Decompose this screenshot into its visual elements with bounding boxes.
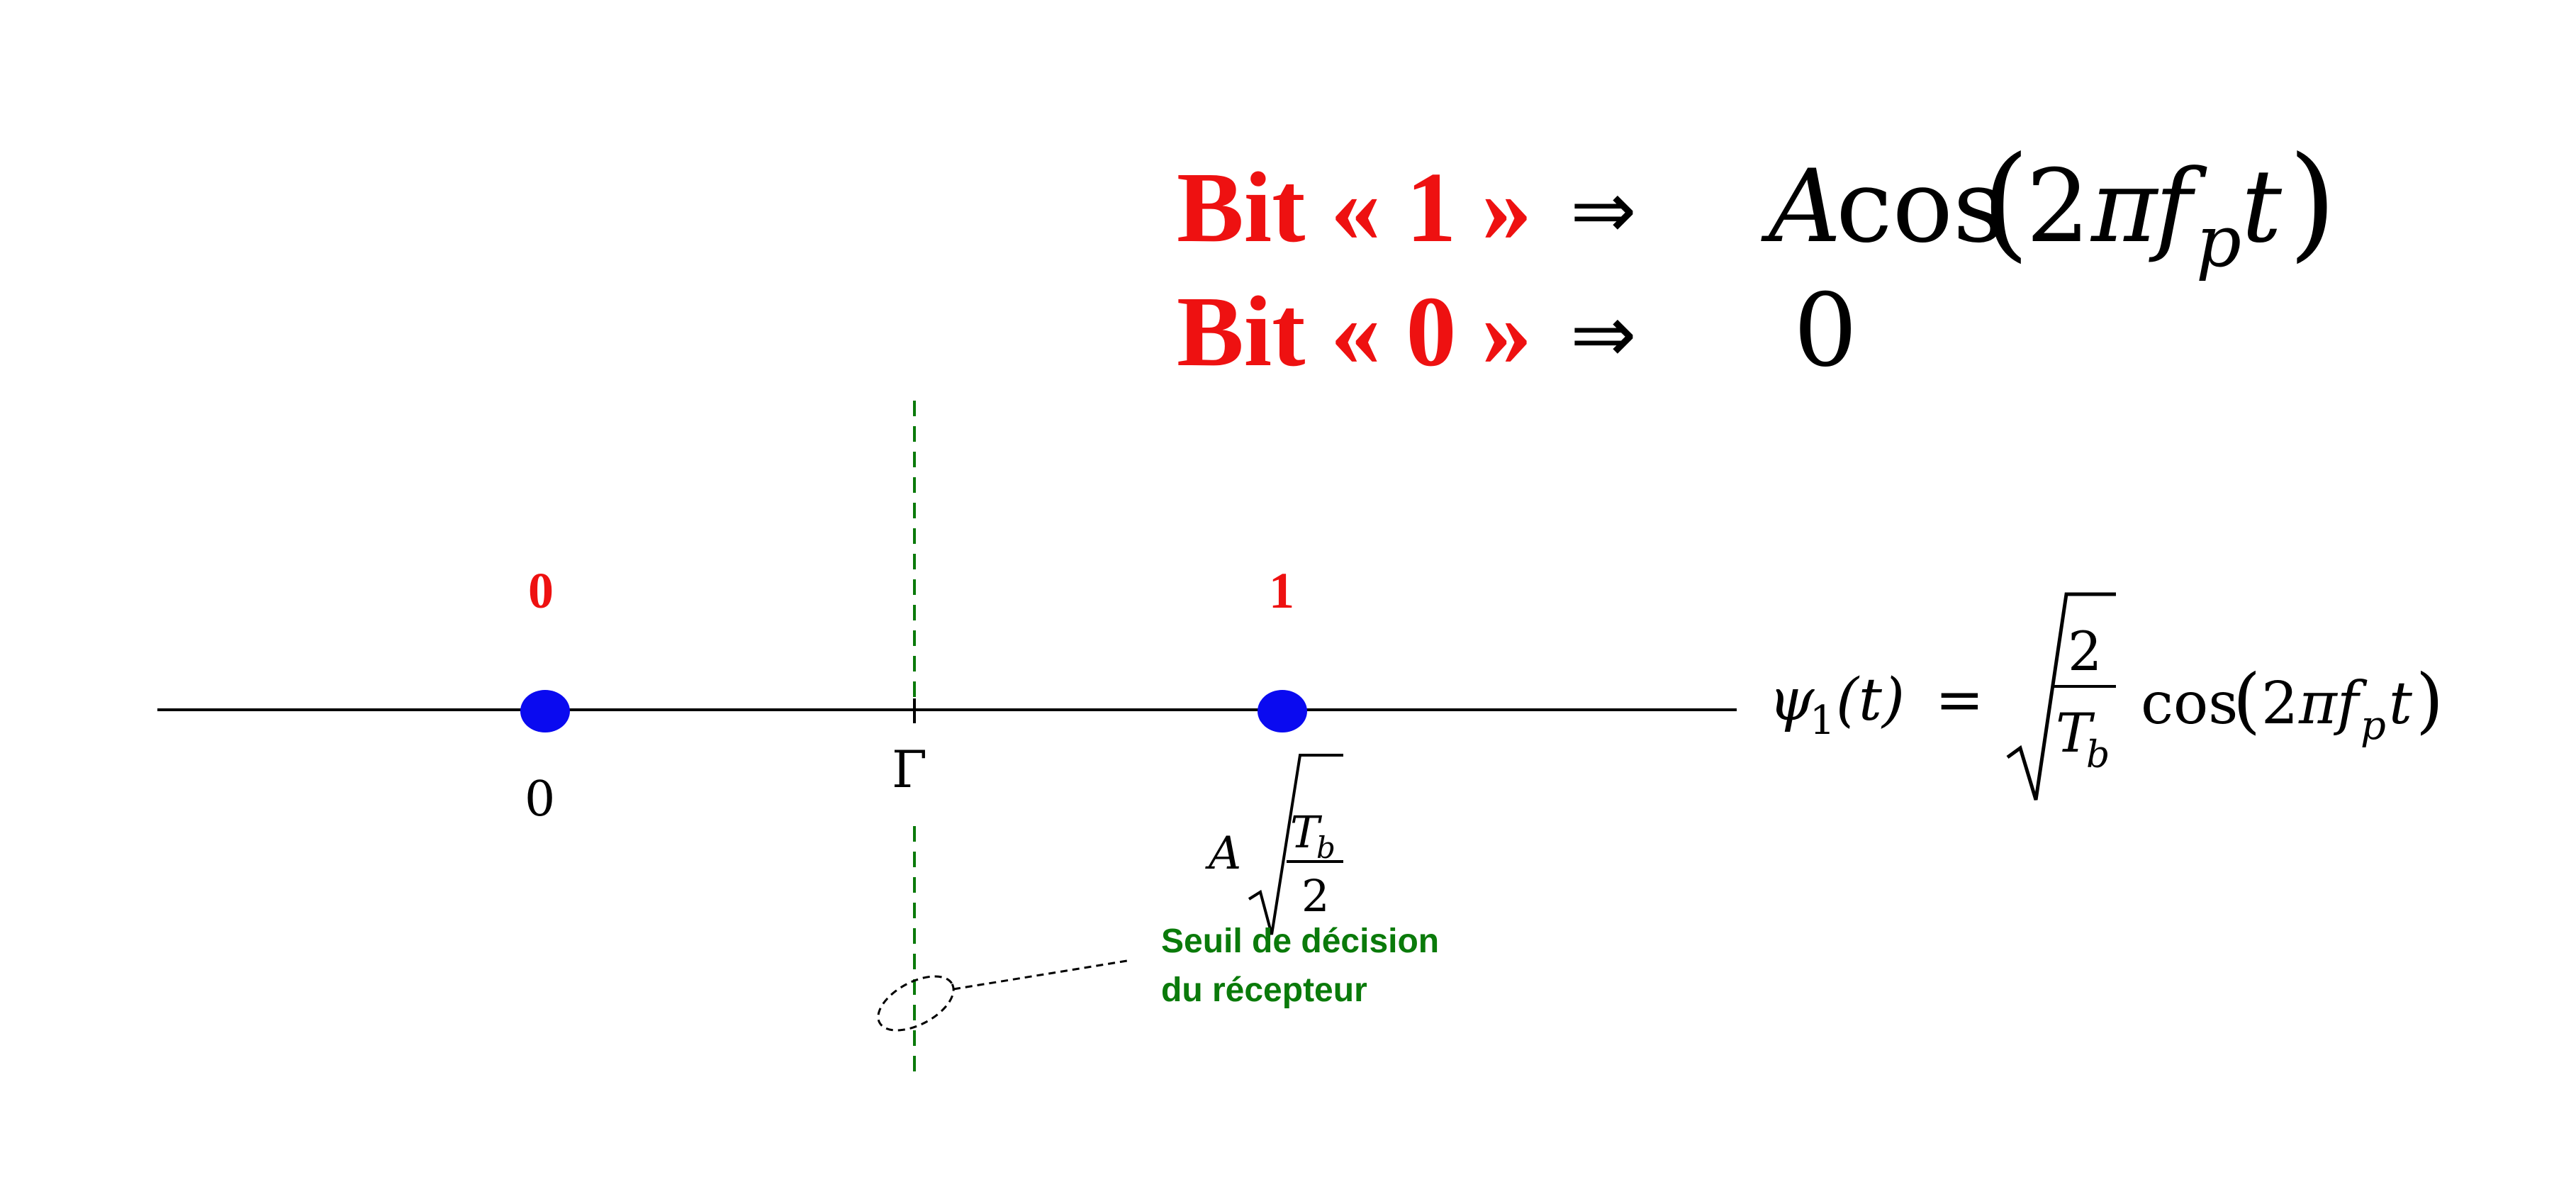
basis-sqrt-sign — [2006, 592, 2116, 801]
cos-function: cos — [1836, 148, 2005, 265]
decision-threshold: Γ — [892, 401, 927, 1081]
point-1-bit-label: 1 — [1269, 562, 1294, 619]
point-0-value-label: 0 — [525, 771, 555, 827]
psi-subscript: 1 — [1810, 698, 1835, 744]
equation-bit-0: Bit « 0 » ⇒ 0 — [1177, 272, 1857, 389]
basis-f-subscript: p — [2361, 703, 2386, 749]
bit-1-expression: A cos ( 2 π f p t ) — [1761, 130, 2336, 283]
basis-cos: cos — [2141, 670, 2238, 737]
callout-text-line-2: du récepteur — [1161, 971, 1367, 1009]
callout-text-line-1: Seuil de décision — [1161, 923, 1439, 960]
basis-pi: π — [2298, 670, 2339, 737]
basis-two: 2 — [2261, 670, 2298, 737]
point-1-T-subscript: b — [1316, 830, 1335, 865]
bit-0-label: Bit « 0 » — [1177, 275, 1532, 387]
frequency-subscript: p — [2196, 200, 2241, 283]
basis-right-paren: ) — [2416, 659, 2443, 742]
callout-ellipse — [877, 975, 955, 1032]
pi-symbol: π — [2090, 148, 2159, 265]
psi-symbol: ψ — [1769, 667, 1815, 734]
basis-t: t — [2389, 670, 2413, 737]
constellation-point-0: 0 0 — [520, 562, 570, 827]
right-paren: ) — [2288, 130, 2336, 274]
basis-left-paren: ( — [2233, 659, 2261, 742]
point-1-T: T — [1290, 806, 1323, 858]
basis-function-label: ψ 1 (t) = 2 T b cos ( 2 π f p t ) — [1769, 592, 2443, 801]
two-symbol: 2 — [2026, 148, 2090, 265]
psi-argument: (t) — [1836, 667, 1905, 734]
point-1-dot — [1258, 690, 1307, 732]
bit-1-label: Bit « 1 » — [1177, 151, 1532, 263]
callout-leader-line — [953, 959, 1128, 991]
bit-0-expression: 0 — [1793, 272, 1857, 389]
implies-arrow-0: ⇒ — [1570, 289, 1637, 381]
point-1-denominator: 2 — [1301, 870, 1329, 922]
basis-numerator: 2 — [2068, 620, 2102, 683]
basis-T: T — [2056, 701, 2095, 764]
left-paren: ( — [1981, 130, 2029, 274]
implies-arrow-1: ⇒ — [1570, 165, 1637, 257]
equals-sign: = — [1935, 667, 1984, 734]
threshold-gamma-label: Γ — [892, 740, 927, 799]
point-1-amplitude: A — [1205, 827, 1241, 880]
equation-bit-1: Bit « 1 » ⇒ A cos ( 2 π f p t ) — [1177, 130, 2336, 283]
constellation-point-1: 1 A T b 2 — [1205, 562, 1343, 935]
point-0-bit-label: 0 — [528, 562, 554, 619]
point-1-value-label: A T b 2 — [1205, 754, 1343, 935]
point-0-dot — [520, 690, 570, 732]
threshold-callout: Seuil de décision du récepteur — [877, 923, 1439, 1032]
basis-T-subscript: b — [2086, 734, 2110, 776]
point-1-sqrt-sign — [1248, 754, 1343, 935]
time-symbol: t — [2241, 148, 2283, 265]
amplitude-symbol: A — [1761, 148, 1842, 265]
